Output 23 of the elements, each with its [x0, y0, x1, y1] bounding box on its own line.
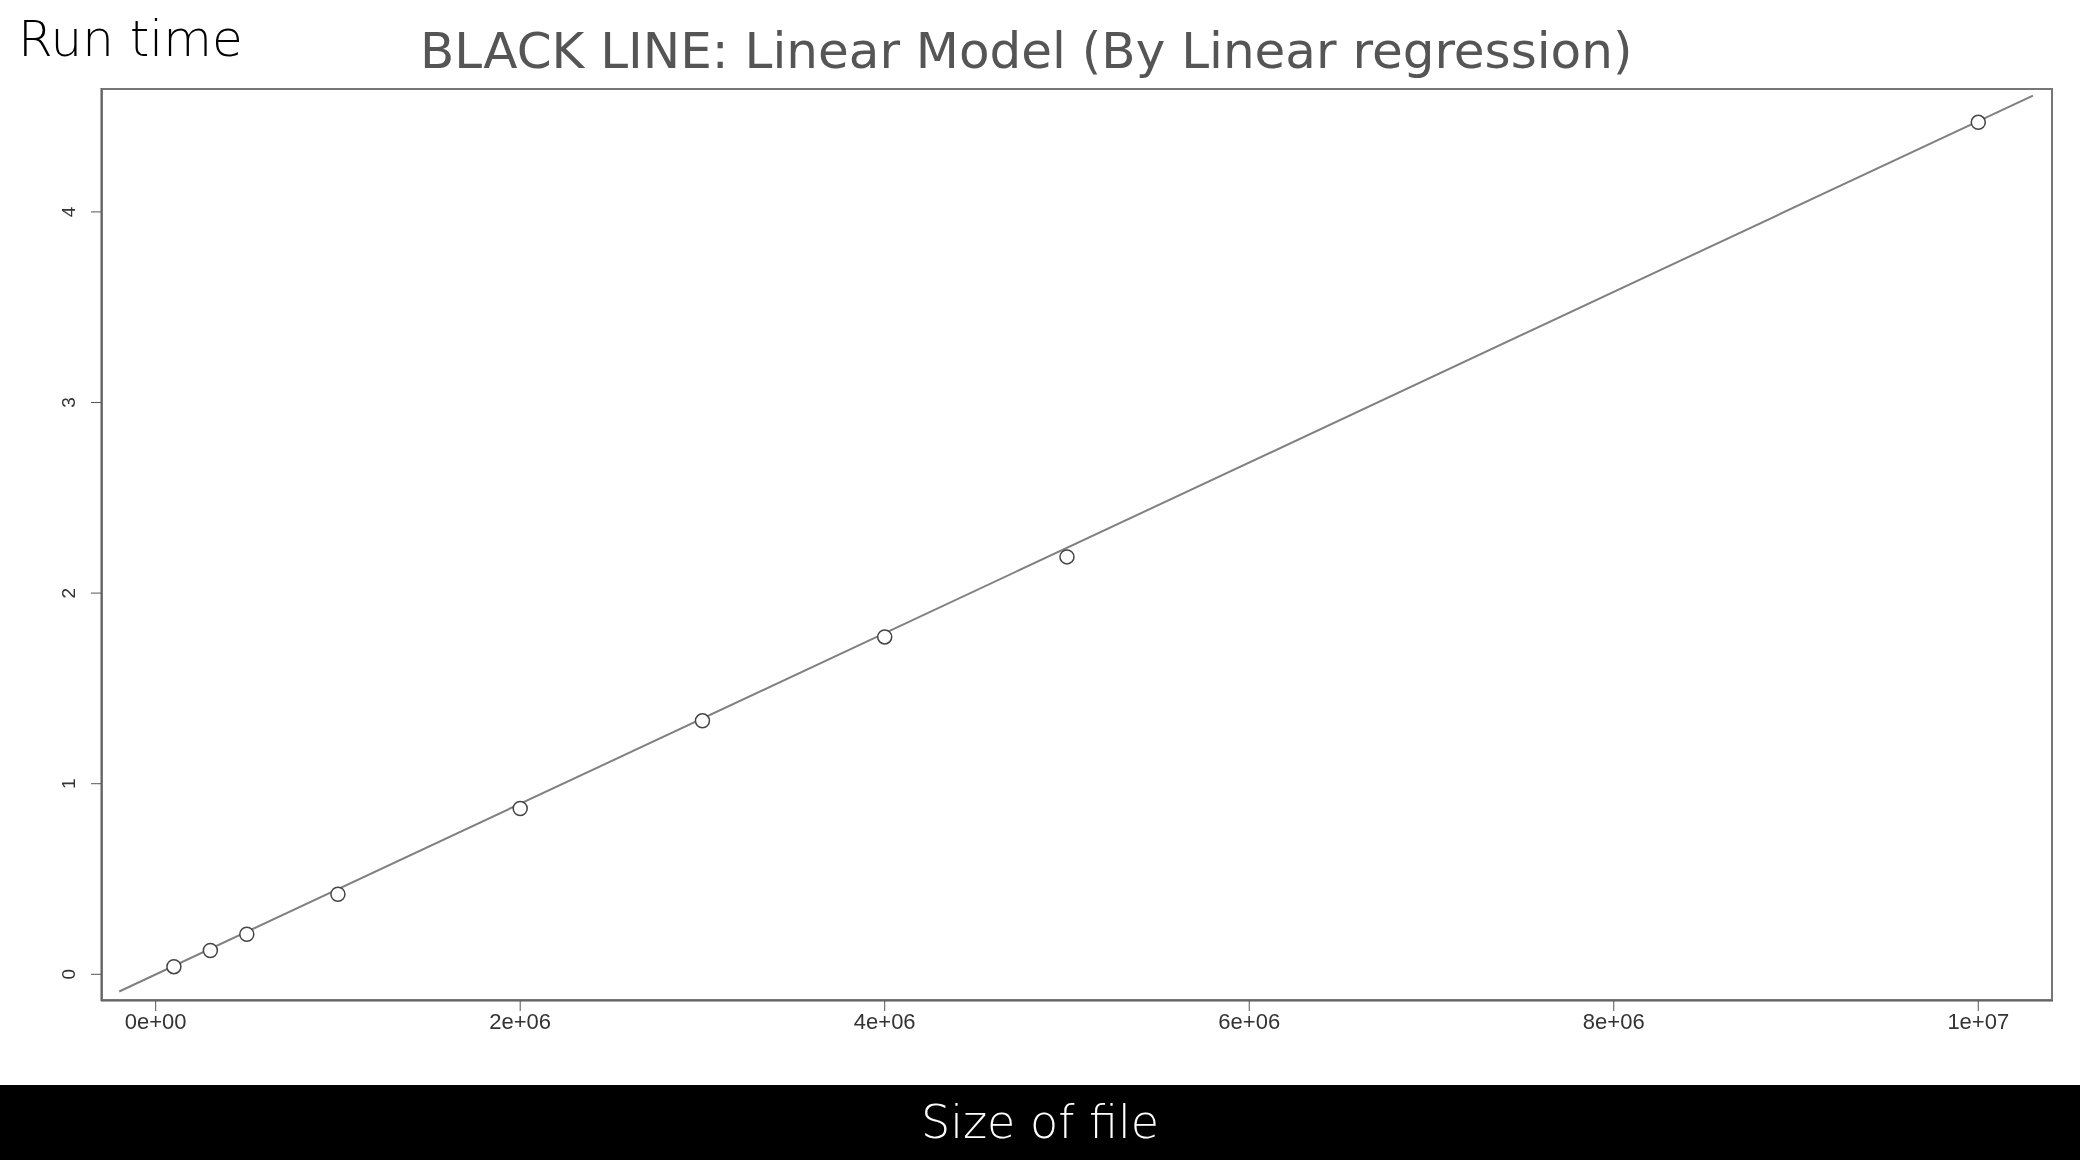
- point: [330, 886, 346, 903]
- point: [1059, 549, 1075, 565]
- x-axis-title: Size of file: [0, 1085, 2080, 1160]
- x-tick-label: 4e+06: [853, 1008, 916, 1034]
- x-tick-label: 8e+06: [1582, 1008, 1645, 1034]
- y-tick-label: 3: [58, 397, 79, 408]
- x-tick-label: 0e+00: [124, 1008, 187, 1034]
- point: [166, 958, 182, 975]
- y-axis-title: Run time: [18, 10, 243, 68]
- point: [1970, 114, 1987, 131]
- chart-title: BLACK LINE: Linear Model (By Linear regression): [420, 22, 1633, 80]
- y-tick-label: 0: [58, 969, 79, 980]
- x-tick-label: 6e+06: [1218, 1008, 1281, 1034]
- x-tick-label: 2e+06: [489, 1008, 552, 1034]
- point: [239, 926, 255, 943]
- point: [876, 629, 893, 645]
- y-tick-label: 2: [58, 587, 79, 599]
- point: [694, 713, 711, 729]
- x-tick-label: 1e+07: [1947, 1008, 2010, 1034]
- point: [512, 800, 528, 817]
- y-tick-label: 1: [58, 778, 79, 789]
- y-tick-label: 4: [58, 206, 79, 218]
- point: [202, 942, 219, 959]
